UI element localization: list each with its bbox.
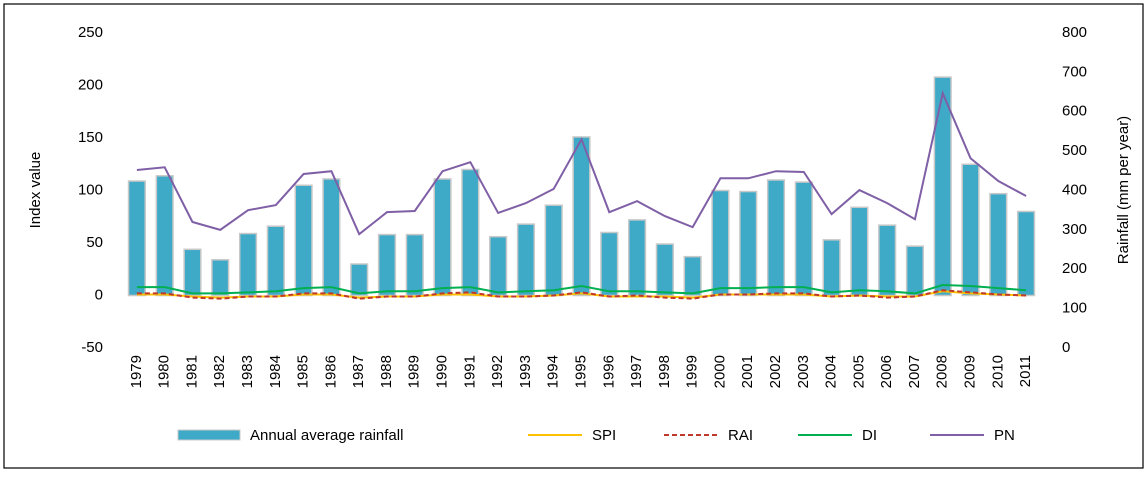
y-tick-label: 150 [78,129,103,146]
bar [683,255,702,297]
x-tick-label: 1987 [350,355,367,388]
bar [266,225,285,297]
x-tick-label: 2001 [739,355,756,388]
y2-tick-label: 0 [1062,339,1070,356]
x-tick-label: 1995 [572,355,589,388]
bar [461,168,480,297]
x-tick-label: 2003 [795,355,812,388]
x-tick-label: 2009 [961,355,978,388]
legend-swatch [177,429,241,441]
x-tick-label: 1984 [267,355,284,388]
y2-tick-label: 500 [1062,142,1087,159]
legend-label: SPI [592,427,616,444]
y-axis-label: Index value [27,152,44,229]
x-tick-label: 1988 [378,355,395,388]
y2-tick-label: 700 [1062,63,1087,80]
y2-tick-label: 300 [1062,221,1087,238]
line-series [136,289,1027,300]
y-tick-label: 0 [95,286,103,303]
x-tick-label: 2010 [989,355,1006,388]
x-tick-label: 2002 [767,355,784,388]
x-tick-label: 1980 [156,355,173,388]
x-tick-label: 1979 [128,355,145,388]
x-tick-label: 2007 [906,355,923,388]
y2-axis-label: Rainfall (mm per year) [1115,116,1132,264]
x-tick-label: 2000 [711,355,728,388]
y2-tick-label: 600 [1062,103,1087,120]
x-tick-label: 2011 [1017,355,1034,387]
y2-tick-label: 200 [1062,260,1087,277]
bar [322,178,341,297]
x-tick-label: 1999 [684,355,701,388]
bar [433,178,452,297]
bar [183,248,202,297]
bar [350,263,369,297]
line-series [136,89,1027,236]
bar [600,231,619,297]
x-tick-label: 1994 [545,355,562,388]
bar [405,233,424,297]
y-tick-label: 100 [78,181,103,198]
bar [739,190,758,297]
bar [155,175,174,297]
bar [627,219,647,297]
x-tick-label: 1998 [656,355,673,388]
bar [127,180,146,297]
bar [572,136,591,297]
bar [933,76,952,297]
bar [238,232,258,297]
legend-label: PN [994,427,1015,444]
line-series [136,283,1027,295]
legend-label: RAI [728,427,753,444]
x-tick-label: 2005 [850,355,867,388]
bar [905,245,925,297]
x-tick-label: 1992 [489,355,506,388]
bar [377,233,397,297]
bar [211,259,230,297]
x-tick-label: 1990 [434,355,451,388]
bar [711,189,730,297]
x-tick-label: 1997 [628,355,645,388]
bar [794,181,813,297]
x-tick-label: 1985 [295,355,312,388]
bar [989,192,1008,297]
x-tick-label: 2004 [823,355,840,388]
y2-tick-label: 100 [1062,300,1087,317]
x-tick-label: 1996 [600,355,617,388]
x-tick-label: 1981 [183,355,200,388]
bar [822,239,841,297]
y-tick-label: 250 [78,24,103,41]
bar [294,184,313,297]
x-tick-label: 2006 [878,355,895,388]
x-tick-label: 1982 [211,355,228,388]
x-tick-label: 1983 [239,355,256,388]
x-tick-label: 1986 [322,355,339,388]
bar [850,206,869,297]
bar [1017,210,1036,297]
y-tick-label: -50 [81,339,103,356]
bar [516,223,536,297]
bar [544,204,563,297]
x-tick-label: 1993 [517,355,534,388]
x-tick-label: 1989 [406,355,423,388]
legend-label: DI [862,427,877,444]
y-tick-label: 50 [86,234,103,251]
bar [655,243,674,297]
bar [489,235,508,297]
x-tick-label: 1991 [461,355,478,388]
y2-tick-label: 400 [1062,181,1087,198]
bar [961,163,980,297]
legend-label: Annual average rainfall [250,427,403,444]
x-tick-label: 2008 [934,355,951,388]
bar [878,224,897,297]
y2-tick-label: 800 [1062,24,1087,41]
y-tick-label: 200 [78,76,103,93]
bar [766,179,786,297]
